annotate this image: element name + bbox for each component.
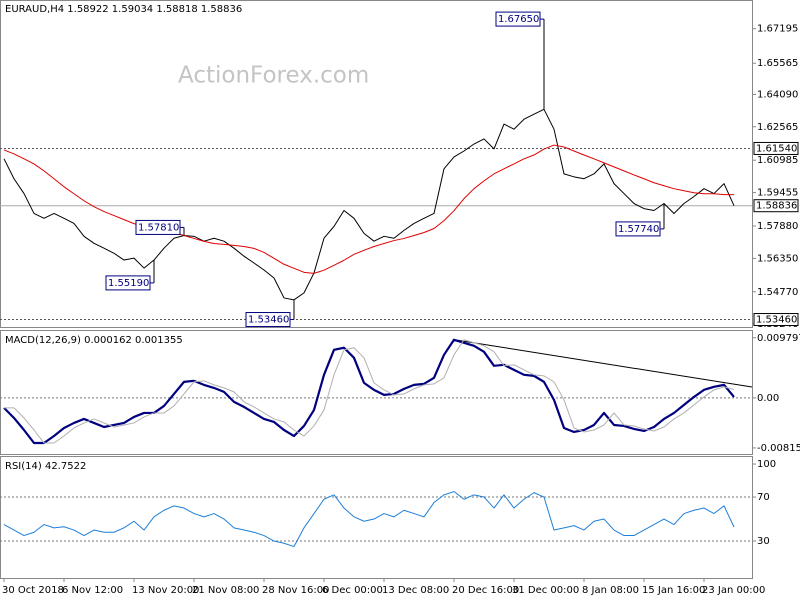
y-tick-label: 1.60985: [757, 155, 798, 166]
y-tick-label: 1.59455: [757, 188, 798, 199]
price-level-box: [753, 141, 799, 155]
y-tick-label: 1.56350: [757, 253, 798, 264]
x-tick-label: 20 Dec 16:00: [452, 585, 519, 596]
y-tick-label: 30: [757, 536, 770, 547]
series-line: [3, 144, 734, 274]
macd-title: MACD(12,26,9) 0.000162 0.001355: [5, 335, 183, 346]
annotation-box: [245, 312, 291, 328]
series-line: [3, 338, 735, 445]
annotation-box: [495, 11, 541, 27]
x-tick-label: 6 Dec 00:00: [322, 585, 383, 596]
annotation-box: [135, 219, 181, 235]
x-tick-label: 31 Dec 00:00: [512, 585, 579, 596]
series-line: [4, 339, 735, 444]
annotation-label: 1.67650: [498, 14, 539, 25]
y-tick-label: -0.008152: [757, 443, 800, 454]
annotation-box: [615, 221, 661, 237]
x-tick-label: 13 Nov 20:00: [132, 585, 199, 596]
x-tick-label: 8 Jan 08:00: [582, 585, 639, 596]
watermark: ActionForex.com: [178, 63, 369, 89]
x-tick-label: 23 Jan 00:00: [702, 585, 765, 596]
annotation-label: 1.55190: [108, 278, 149, 289]
series-line: [3, 108, 735, 301]
price-level-label: 1.53460: [756, 315, 797, 326]
price-level-label: 1.58836: [756, 201, 797, 212]
x-tick-label: 15 Jan 16:00: [642, 585, 705, 596]
x-tick-label: 30 Oct 2018: [2, 585, 64, 596]
rsi-panel: [0, 456, 753, 579]
price-level-box: [753, 199, 799, 213]
price-level-box: [753, 313, 799, 327]
series-line: [3, 491, 735, 548]
x-tick-label: 28 Nov 16:00: [262, 585, 329, 596]
annotation-label: 1.53460: [248, 315, 289, 326]
annotation-label: 1.57740: [618, 224, 659, 235]
y-tick-label: 1.62565: [757, 122, 798, 133]
price-title: EURAUD,H4 1.58922 1.59034 1.58818 1.5883…: [5, 4, 242, 15]
y-tick-label: 1.67195: [757, 24, 798, 35]
y-tick-label: 0.00: [757, 393, 779, 404]
annotation-box: [105, 275, 151, 291]
y-tick-label: 0.009797: [757, 333, 800, 344]
macd-trendline: [455, 339, 753, 388]
y-tick-label: 1.65565: [757, 58, 798, 69]
y-tick-label: 1.57880: [757, 221, 798, 232]
price-panel: [0, 0, 753, 328]
x-tick-label: 13 Dec 08:00: [382, 585, 449, 596]
x-tick-label: 6 Nov 12:00: [62, 585, 123, 596]
rsi-title: RSI(14) 42.7522: [5, 461, 86, 472]
price-level-label: 1.61540: [756, 143, 797, 154]
y-tick-label: 70: [757, 492, 770, 503]
y-tick-label: 1.54770: [757, 287, 798, 298]
x-tick-label: 21 Nov 08:00: [192, 585, 259, 596]
y-tick-label: 100: [757, 459, 776, 470]
macd-panel: [0, 330, 753, 455]
y-tick-label: 1.64090: [757, 89, 798, 100]
annotation-label: 1.57810: [138, 222, 179, 233]
